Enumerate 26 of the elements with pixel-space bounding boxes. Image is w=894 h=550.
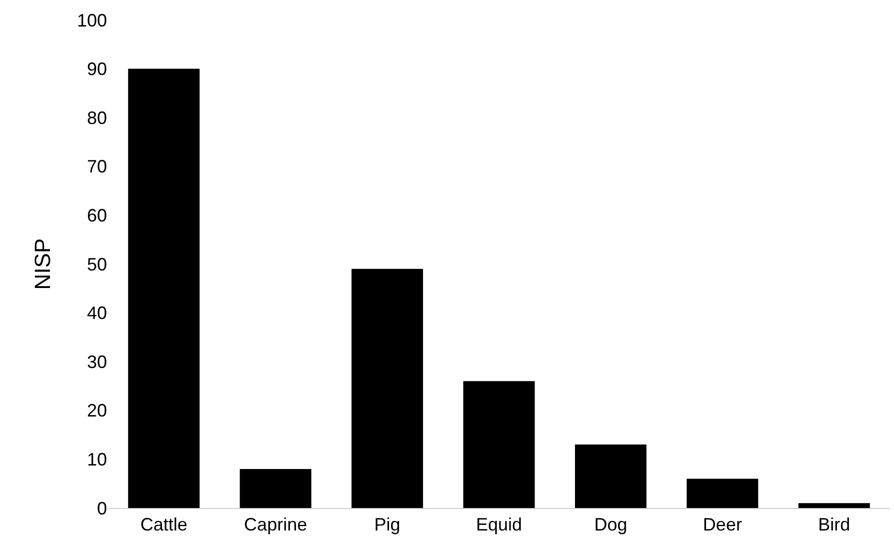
y-axis-title: NISP [30,238,55,290]
x-tick-label: Pig [374,514,400,535]
y-tick-label: 20 [86,400,107,421]
y-tick-label: 40 [86,303,107,324]
bar [686,478,758,508]
x-tick-label: Cattle [140,514,188,535]
y-tick-label: 50 [86,254,107,274]
y-tick-label: 100 [76,10,107,30]
bar [128,68,200,508]
y-tick-label: 10 [86,450,107,470]
y-tick-label: 30 [86,352,107,372]
y-tick-label: 0 [96,498,107,518]
x-tick-label: Equid [476,514,522,535]
x-tick-label: Dog [594,514,628,535]
y-tick-label: 80 [86,108,107,128]
y-tick-label: 60 [86,206,107,226]
bar [574,444,646,508]
y-tick-label: 70 [86,156,107,177]
x-tick-label: Bird [818,514,850,535]
x-tick-label: Caprine [244,514,308,535]
y-tick-label: 90 [86,59,107,80]
bar [463,381,535,508]
x-tick-label: Deer [702,514,742,535]
bar [240,468,312,508]
bar [352,268,424,508]
bar [798,503,870,508]
